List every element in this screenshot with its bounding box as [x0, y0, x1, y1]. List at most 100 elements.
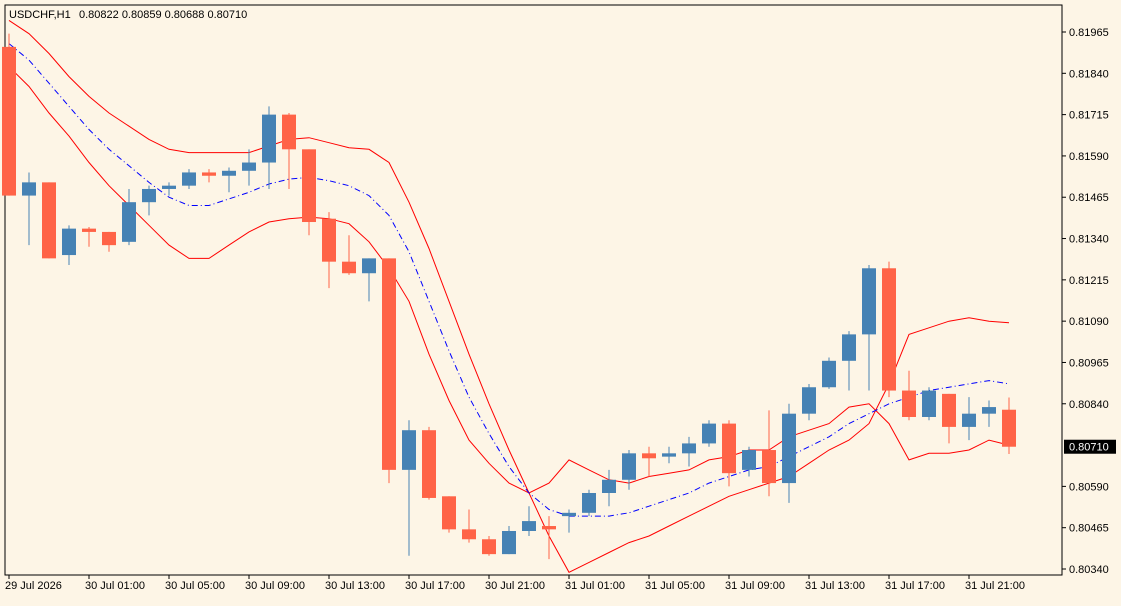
- candle: [422, 426, 436, 500]
- bands-layer: [8, 19, 1010, 573]
- candle-body: [822, 360, 836, 388]
- candle: [122, 188, 136, 246]
- candle-body: [642, 453, 656, 459]
- candle: [382, 258, 396, 484]
- candle-body: [242, 162, 256, 171]
- candle-body: [282, 114, 296, 150]
- candle: [362, 258, 376, 302]
- y-tick-label: 0.81965: [1069, 27, 1109, 39]
- candle-body: [162, 185, 176, 189]
- candle: [482, 535, 496, 556]
- candle-body: [922, 390, 936, 417]
- candle: [302, 149, 316, 236]
- ohlc-label: 0.80822 0.80859 0.80688 0.80710: [79, 9, 247, 21]
- y-tick-label: 0.81840: [1069, 68, 1109, 80]
- candle: [2, 33, 16, 196]
- current-price-tag: [1064, 439, 1116, 454]
- candle-body: [742, 450, 756, 470]
- candle: [722, 420, 736, 487]
- candle: [502, 526, 516, 555]
- candle-body: [262, 114, 276, 163]
- symbol-label: USDCHF,H1: [9, 9, 71, 21]
- candle: [842, 331, 856, 391]
- x-tick-label: 30 Jul 17:00: [405, 580, 465, 592]
- x-tick-label: 31 Jul 17:00: [885, 580, 945, 592]
- candle-body: [562, 512, 576, 517]
- candle-body: [202, 172, 216, 176]
- candle: [622, 450, 636, 490]
- candle: [462, 509, 476, 543]
- candle-body: [422, 430, 436, 498]
- y-tick-label: 0.80340: [1069, 564, 1109, 576]
- candle-body: [882, 268, 896, 391]
- candle-body: [582, 492, 596, 513]
- candle: [222, 167, 236, 193]
- candle: [742, 446, 756, 477]
- candle-body: [802, 387, 816, 414]
- candle-body: [502, 530, 516, 555]
- candle-body: [62, 228, 76, 256]
- candle: [682, 436, 696, 467]
- candles-layer: [2, 33, 1016, 560]
- candle-body: [982, 407, 996, 414]
- candle: [322, 212, 336, 289]
- candle-body: [122, 202, 136, 242]
- candle-body: [322, 218, 336, 262]
- candle: [602, 469, 616, 507]
- y-tick-label: 0.81340: [1069, 234, 1109, 246]
- x-tick-label: 31 Jul 21:00: [965, 580, 1025, 592]
- middle-band-line: [8, 43, 1010, 517]
- x-axis: 29 Jul 2026 30 Jul 01:00 30 Jul 05:00 30 Ju…: [5, 575, 1025, 592]
- plot-area: [4, 4, 1063, 576]
- candle: [922, 387, 936, 421]
- candle-body: [942, 393, 956, 427]
- candle: [62, 225, 76, 265]
- y-tick-label: 0.81715: [1069, 110, 1109, 122]
- x-tick-label: 31 Jul 09:00: [725, 580, 785, 592]
- candle-body: [522, 521, 536, 531]
- candle: [822, 357, 836, 389]
- candle-body: [302, 149, 316, 223]
- candle-body: [2, 46, 16, 196]
- x-tick-label: 31 Jul 05:00: [645, 580, 705, 592]
- candle-body: [222, 170, 236, 176]
- candle: [282, 112, 296, 189]
- candle: [642, 446, 656, 477]
- y-tick-label: 0.80965: [1069, 357, 1109, 369]
- y-tick-label: 0.81465: [1069, 192, 1109, 204]
- candle: [162, 182, 176, 196]
- x-tick-label: 29 Jul 2026: [5, 580, 62, 592]
- candle: [882, 261, 896, 398]
- candle-body: [782, 413, 796, 484]
- y-tick-label: 0.81590: [1069, 151, 1109, 163]
- y-tick-label: 0.80590: [1069, 481, 1109, 493]
- candle: [562, 509, 576, 533]
- x-tick-label: 30 Jul 05:00: [165, 580, 225, 592]
- candle-body: [962, 413, 976, 427]
- candle: [202, 169, 216, 183]
- candle-body: [622, 453, 636, 480]
- candle-body: [182, 172, 196, 186]
- candle: [762, 410, 776, 497]
- y-tick-label: 0.80465: [1069, 523, 1109, 535]
- candle: [242, 149, 256, 186]
- candle-body: [462, 529, 476, 540]
- y-tick-label: 0.80840: [1069, 399, 1109, 411]
- candle: [962, 397, 976, 441]
- lower-band-line: [8, 66, 1010, 494]
- x-tick-label: 30 Jul 21:00: [485, 580, 545, 592]
- candle: [862, 264, 876, 391]
- candle-body: [602, 479, 616, 493]
- candle-body: [662, 453, 676, 457]
- y-tick-label: 0.81090: [1069, 316, 1109, 328]
- candle-body: [42, 182, 56, 259]
- candle: [82, 226, 96, 247]
- candle-body: [862, 268, 876, 335]
- candle: [142, 185, 156, 216]
- candle-body: [382, 258, 396, 470]
- upper-band-line: [8, 19, 1010, 573]
- x-tick-label: 30 Jul 13:00: [325, 580, 385, 592]
- candle: [802, 383, 816, 421]
